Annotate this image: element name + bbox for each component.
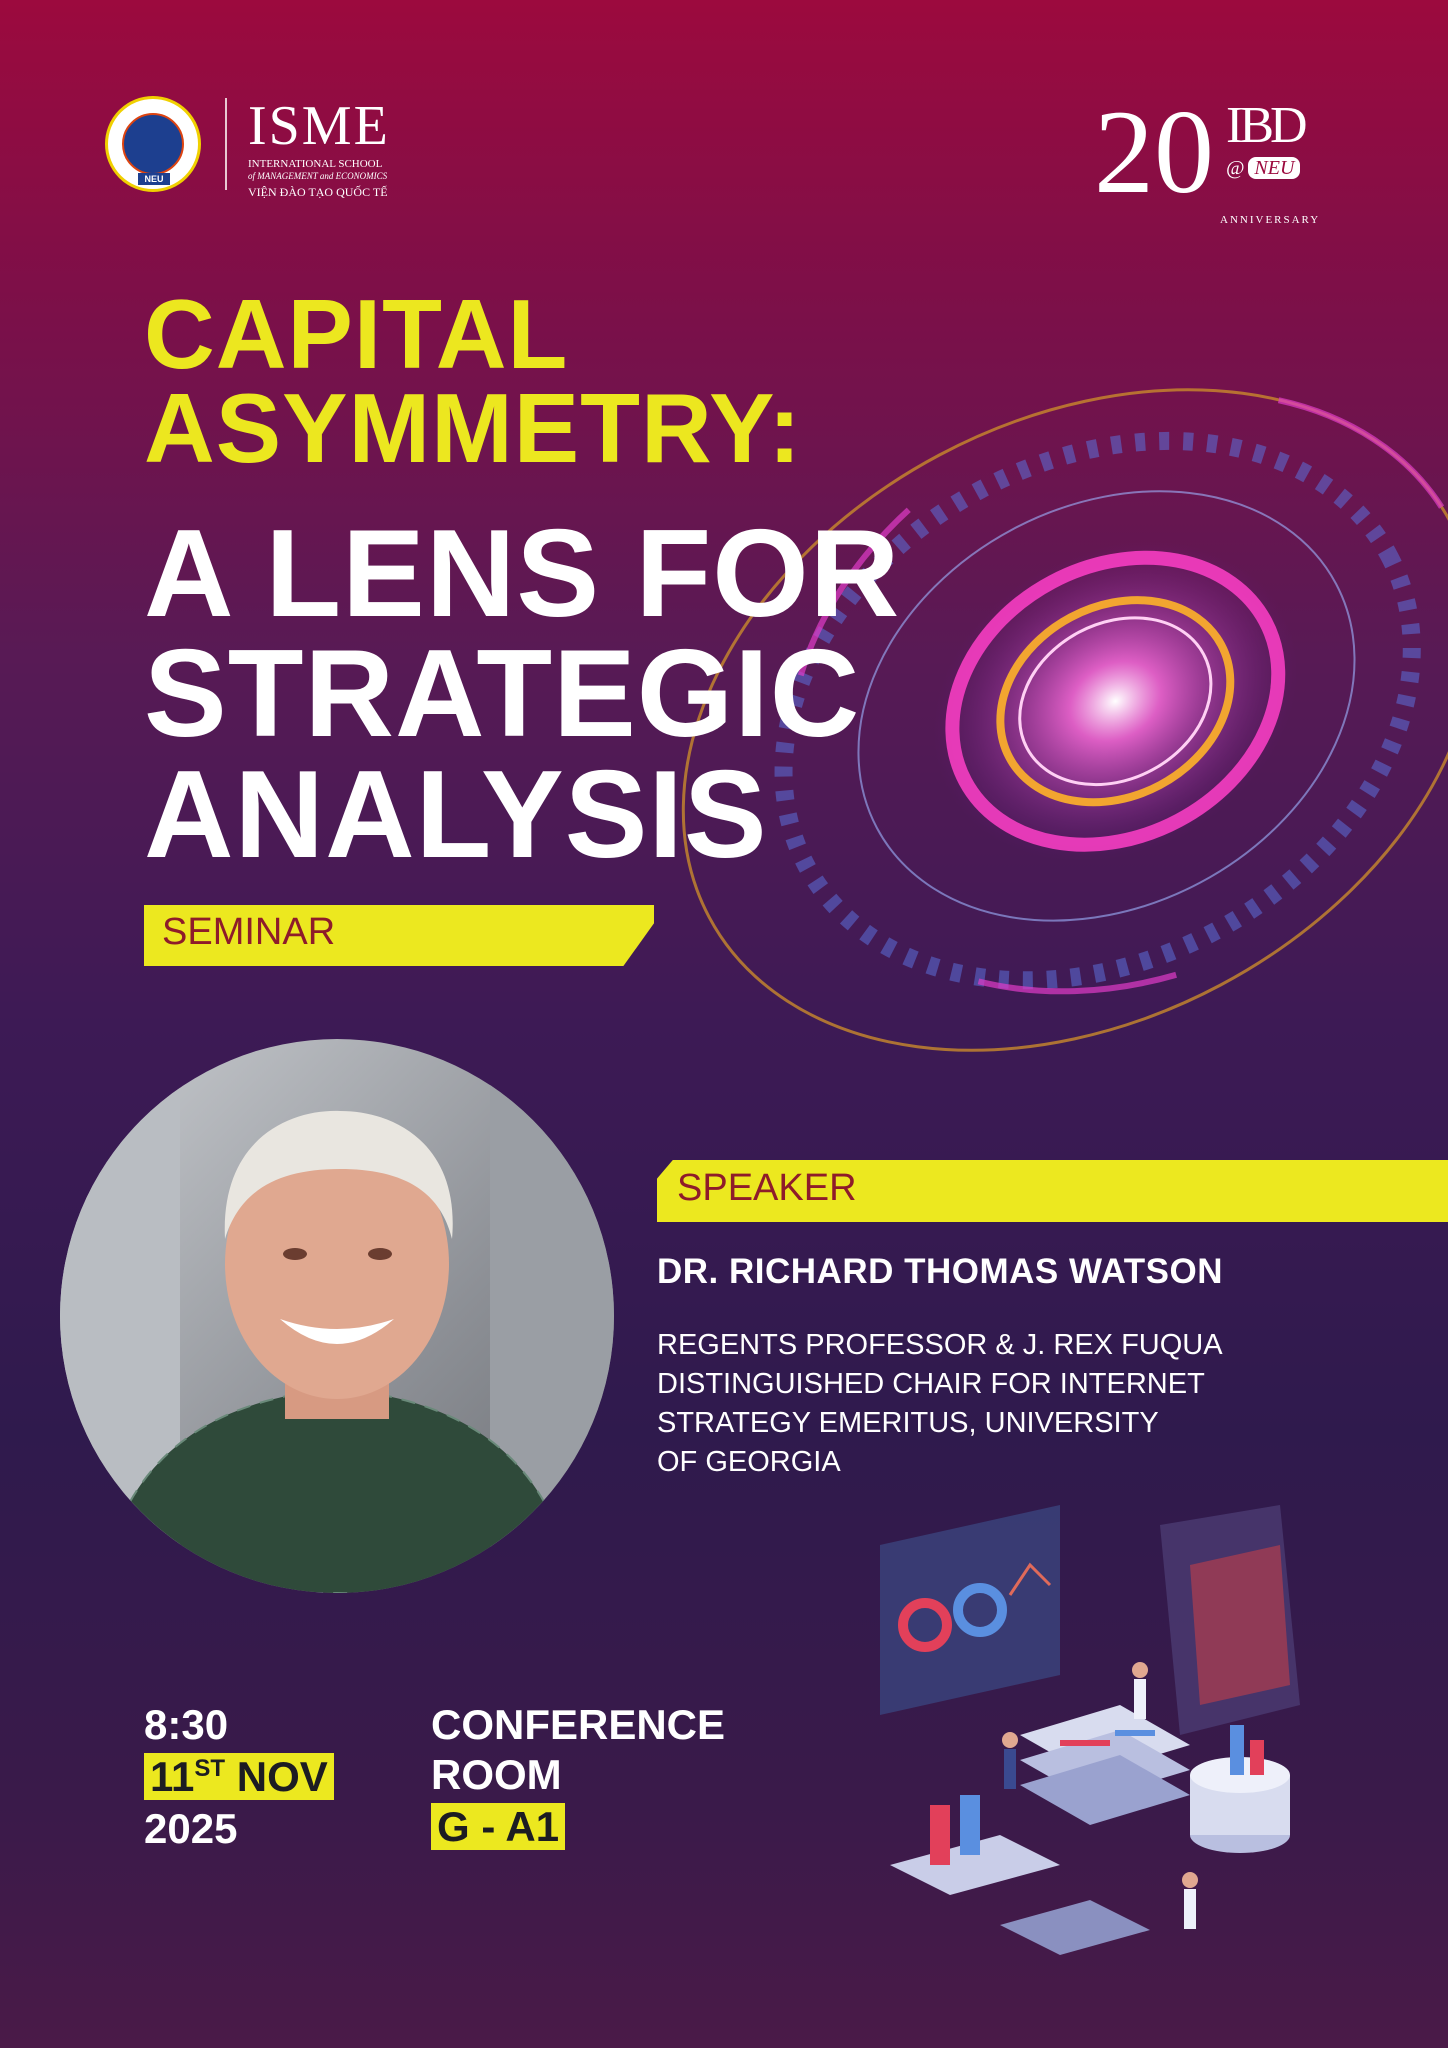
description-line: STRATEGY EMERITUS, UNIVERSITY [657,1407,1159,1439]
date-day: 11 [150,1753,195,1800]
title-line-5: ANALYSIS [144,746,768,884]
anniversary-org: NEU [1248,157,1301,179]
speaker-photo [60,1039,614,1593]
event-date: 11ST NOV [144,1753,334,1800]
speaker-portrait [60,1039,614,1593]
venue-line-2: ROOM [431,1751,562,1798]
title-line-4: STRATEGIC [144,625,861,763]
title-line-2: ASYMMETRY: [144,373,802,483]
at-symbol: @ [1226,157,1245,179]
event-type-label: SEMINAR [162,911,336,953]
speaker-name: DR. RICHARD THOMAS WATSON [657,1252,1223,1291]
room-number: G - A1 [431,1803,566,1850]
date-month: NOV [236,1753,328,1800]
venue-line-1: CONFERENCE [431,1701,726,1748]
isme-line1: INTERNATIONAL SCHOOL [248,158,383,170]
speaker-label: SPEAKER [677,1167,857,1209]
isme-logo-subtitle: INTERNATIONAL SCHOOL of MANAGEMENT and E… [248,158,387,182]
seminar-banner [144,905,654,966]
anniversary-ibd-mark: IBD [1226,97,1308,154]
event-year: 2025 [144,1805,238,1852]
vietnam-map-icon [122,113,184,175]
description-line: OF GEORGIA [657,1446,841,1478]
anniversary-number: 20 [1094,85,1214,218]
isme-vietnamese-name: VIỆN ĐÀO TẠO QUỐC TẾ [248,185,388,199]
neu-logo: NEU [105,96,201,192]
logo-divider [225,98,227,190]
title-line-3: A LENS FOR [144,505,901,643]
analytics-illustration [880,1505,1300,1955]
date-suffix: ST [194,1755,226,1782]
speaker-description: REGENTS PROFESSOR & J. REX FUQUA DISTING… [657,1326,1223,1482]
neu-badge: NEU [138,173,170,185]
title-line-1: CAPITAL [144,279,569,389]
description-line: DISTINGUISHED CHAIR FOR INTERNET [657,1368,1205,1400]
isme-logo-title: ISME [248,95,390,157]
event-time: 8:30 [144,1701,229,1748]
anniversary-word: ANNIVERSARY [1220,214,1321,226]
anniversary-at-neu: @ NEU [1226,156,1301,180]
description-line: REGENTS PROFESSOR & J. REX FUQUA [657,1329,1223,1361]
speaker-banner [657,1160,1448,1222]
isme-line2: of MANAGEMENT and ECONOMICS [248,171,388,181]
lens-graphic [681,388,1448,1052]
venue: CONFERENCE ROOM G - A1 [431,1700,725,1852]
schedule: 8:30 11ST NOV 2025 [144,1700,334,1854]
